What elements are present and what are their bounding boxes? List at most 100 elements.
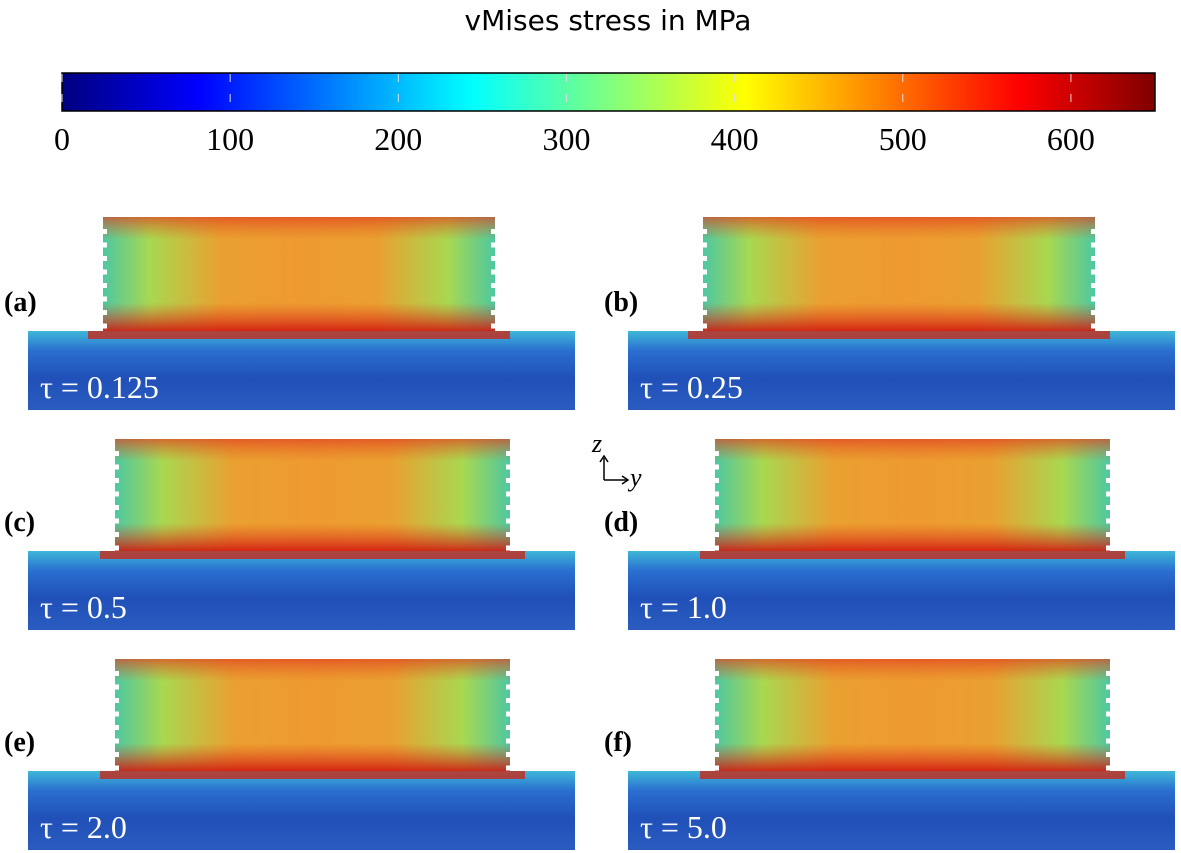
panel xyxy=(628,217,1175,410)
block-shade xyxy=(715,439,1110,551)
notch xyxy=(1091,283,1097,288)
notch xyxy=(1106,451,1112,456)
panel xyxy=(28,439,575,630)
notch xyxy=(101,283,107,288)
notch xyxy=(113,725,119,730)
notch xyxy=(1106,491,1112,497)
notch xyxy=(506,518,512,524)
notch xyxy=(713,451,719,456)
tick-label: 100 xyxy=(206,121,254,157)
notch xyxy=(506,765,512,771)
panel-label: (c) xyxy=(4,507,35,538)
notch xyxy=(713,671,719,676)
tick-label: 200 xyxy=(374,121,422,157)
notch xyxy=(506,738,512,744)
notch xyxy=(506,545,512,551)
panel-label: (d) xyxy=(604,507,638,538)
tick-label: 300 xyxy=(542,121,590,157)
notch xyxy=(701,242,707,248)
notch xyxy=(713,738,719,744)
notch xyxy=(1106,725,1112,730)
block-shade xyxy=(115,659,510,771)
substrate xyxy=(28,331,575,410)
notch xyxy=(101,323,107,329)
notch xyxy=(506,711,512,717)
notch xyxy=(506,464,512,470)
notch xyxy=(506,684,512,690)
axis-label-z: z xyxy=(591,429,602,458)
notch xyxy=(113,464,119,470)
notch xyxy=(713,478,719,483)
notch xyxy=(113,532,119,537)
notch xyxy=(491,310,497,315)
notch xyxy=(701,323,707,329)
tau-label: τ = 0.125 xyxy=(40,369,159,405)
interface-band xyxy=(100,771,525,779)
block-shade xyxy=(703,217,1095,331)
notch xyxy=(101,296,107,302)
tick-label: 400 xyxy=(711,121,759,157)
notch xyxy=(1106,464,1112,470)
notch xyxy=(506,451,512,456)
notch xyxy=(113,765,119,771)
notch xyxy=(701,283,707,288)
notch xyxy=(1091,256,1097,261)
colorbar-title: vMises stress in MPa xyxy=(465,4,752,37)
panel xyxy=(628,439,1175,630)
notch xyxy=(701,296,707,302)
interface-band xyxy=(688,331,1110,339)
panel-label: (a) xyxy=(4,287,37,318)
substrate xyxy=(628,771,1175,850)
substrate xyxy=(28,551,575,630)
notch xyxy=(1106,532,1112,537)
panel-label: (e) xyxy=(4,727,35,758)
notch xyxy=(1091,296,1097,302)
block-shade xyxy=(103,217,495,331)
tick-label: 0 xyxy=(54,121,70,157)
notch xyxy=(491,242,497,248)
block-shade xyxy=(115,439,510,551)
tau-label: τ = 5.0 xyxy=(640,809,727,845)
panel-label: (b) xyxy=(604,287,638,318)
notch xyxy=(506,478,512,483)
notch xyxy=(101,229,107,234)
axis-label-y: y xyxy=(627,463,642,492)
notch xyxy=(506,671,512,676)
notch xyxy=(1106,752,1112,757)
notch xyxy=(1106,671,1112,676)
notch xyxy=(713,752,719,757)
notch xyxy=(713,765,719,771)
notch xyxy=(1106,684,1112,690)
tau-label: τ = 2.0 xyxy=(40,809,127,845)
notch xyxy=(701,229,707,234)
notch xyxy=(101,242,107,248)
notch xyxy=(1106,711,1112,717)
notch xyxy=(113,491,119,497)
interface-band xyxy=(100,551,525,559)
notch xyxy=(113,451,119,456)
notch xyxy=(491,283,497,288)
notch xyxy=(1106,698,1112,703)
tick-label: 500 xyxy=(879,121,927,157)
notch xyxy=(491,296,497,302)
notch xyxy=(113,738,119,744)
notch xyxy=(113,711,119,717)
notch xyxy=(713,545,719,551)
notch xyxy=(491,269,497,275)
notch xyxy=(113,505,119,510)
notch xyxy=(506,698,512,703)
substrate xyxy=(628,331,1175,410)
notch xyxy=(506,491,512,497)
notch xyxy=(713,698,719,703)
colorbar xyxy=(61,72,1156,112)
notch xyxy=(113,478,119,483)
notch xyxy=(491,229,497,234)
notch xyxy=(1091,310,1097,315)
notch xyxy=(1106,478,1112,483)
notch xyxy=(113,545,119,551)
notch xyxy=(701,256,707,261)
block-shade xyxy=(715,659,1110,771)
panel-label: (f) xyxy=(604,727,632,758)
panel xyxy=(28,217,575,410)
